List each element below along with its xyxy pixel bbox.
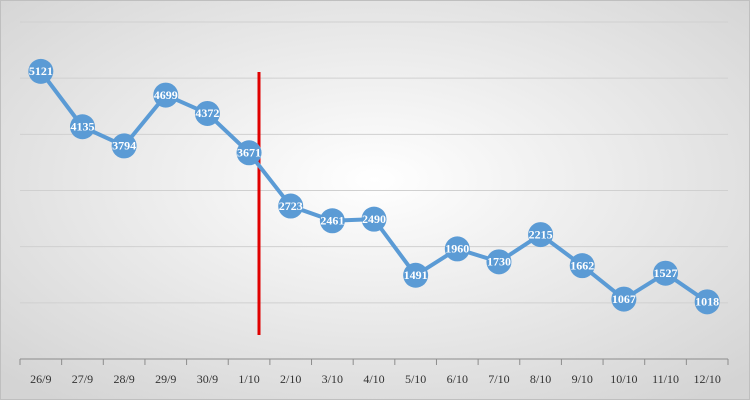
x-tick-label: 2/10 (280, 372, 301, 386)
x-tick-label: 27/9 (72, 372, 93, 386)
data-label: 3794 (112, 139, 136, 153)
x-tick-label: 6/10 (447, 372, 468, 386)
data-point (111, 133, 137, 159)
data-point (486, 249, 512, 275)
data-point (528, 222, 554, 248)
data-label: 4372 (195, 106, 219, 120)
data-point (694, 289, 720, 315)
data-label: 4135 (70, 120, 94, 134)
data-label: 1018 (695, 295, 719, 309)
data-label: 2215 (529, 227, 553, 241)
x-tick-label: 8/10 (530, 372, 551, 386)
x-tick-label: 29/9 (155, 372, 176, 386)
x-tick-label: 11/10 (652, 372, 679, 386)
x-tick-label: 30/9 (197, 372, 218, 386)
data-label: 1662 (570, 258, 594, 272)
data-point (611, 286, 637, 312)
data-point (569, 253, 595, 279)
data-point (236, 140, 262, 166)
data-label: 1067 (612, 292, 636, 306)
data-point (194, 100, 220, 126)
data-point (28, 58, 54, 84)
data-label: 4699 (154, 88, 178, 102)
x-tick-label: 26/9 (30, 372, 51, 386)
x-tick-label: 1/10 (238, 372, 259, 386)
data-point (69, 114, 95, 140)
data-point (278, 193, 304, 219)
data-label: 1730 (487, 255, 511, 269)
x-tick-label: 5/10 (405, 372, 426, 386)
grid: 26/9 27/9 28/9 29/9 30/9 1/10 2/10 3/10 4/10 5/10… (19, 21, 729, 386)
data-label: 3671 (237, 146, 261, 160)
x-tick-label: 9/10 (572, 372, 593, 386)
x-tick-label: 7/10 (488, 372, 509, 386)
x-tick-label: 12/10 (694, 372, 721, 386)
data-label: 2461 (320, 214, 344, 228)
x-tick-label: 10/10 (610, 372, 637, 386)
data-label: 1491 (404, 268, 428, 282)
data-label: 2723 (279, 199, 303, 213)
x-tick-label: 28/9 (113, 372, 134, 386)
data-point (153, 82, 179, 108)
data-point (444, 236, 470, 262)
data-label: 5121 (29, 64, 53, 78)
plot: 5121 4135 3794 4699 4372 3671 2723 2461 2490 1491… (28, 58, 720, 315)
data-point (319, 208, 345, 234)
data-label: 2490 (362, 212, 386, 226)
data-point (653, 260, 679, 286)
x-tick-label: 4/10 (363, 372, 384, 386)
data-label: 1960 (445, 242, 469, 256)
data-point (361, 206, 387, 232)
data-label: 1527 (654, 266, 678, 280)
x-tick-label: 3/10 (322, 372, 343, 386)
data-point (403, 262, 429, 288)
